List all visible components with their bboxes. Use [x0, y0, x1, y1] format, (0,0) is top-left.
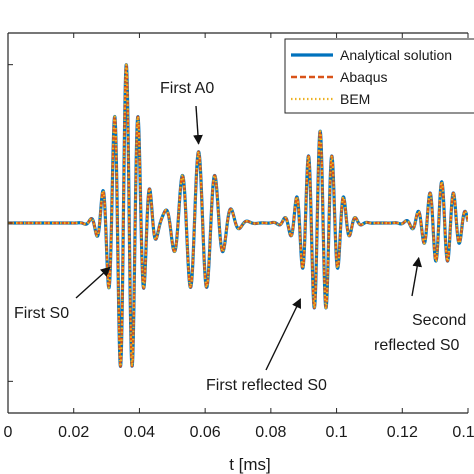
annotation-label-0: First A0 [160, 80, 214, 97]
x-axis-label: t [ms] [229, 455, 271, 474]
annotation-arrow-0 [193, 105, 203, 145]
annotation-arrow-3 [411, 256, 423, 297]
annotation-label-1: First S0 [14, 305, 69, 322]
x-tick-label: 0.08 [255, 424, 286, 441]
annotation-label-3-line2: reflected S0 [374, 337, 459, 354]
legend-label-2: BEM [340, 91, 370, 107]
legend-label-0: Analytical solution [340, 47, 452, 63]
annotation-label-2: First reflected S0 [206, 377, 327, 394]
annotation-arrow-1 [75, 266, 111, 299]
x-tick-label: 0.06 [190, 424, 221, 441]
annotation-label-3: Second [412, 312, 466, 329]
x-tick-label: 0.02 [58, 424, 89, 441]
x-tick-label: 0.1 [325, 424, 347, 441]
x-tick-label: 0 [4, 424, 13, 441]
axes: 0 0.02 0.04 0.06 0.08 0.1 0.12 0.14 t [ms] [4, 32, 474, 474]
x-tick-label: 0.14 [452, 424, 474, 441]
legend: Analytical solution Abaqus BEM [284, 38, 474, 114]
series-line-2 [8, 63, 468, 368]
series-layer [8, 63, 468, 368]
legend-box [284, 38, 474, 114]
annotations: First A0 First S0 First reflected S0 Second… [14, 80, 466, 394]
x-tick-label: 0.04 [124, 424, 155, 441]
legend-label-1: Abaqus [340, 69, 387, 85]
annotation-arrow-2 [265, 298, 302, 371]
x-tick-label: 0.12 [387, 424, 418, 441]
